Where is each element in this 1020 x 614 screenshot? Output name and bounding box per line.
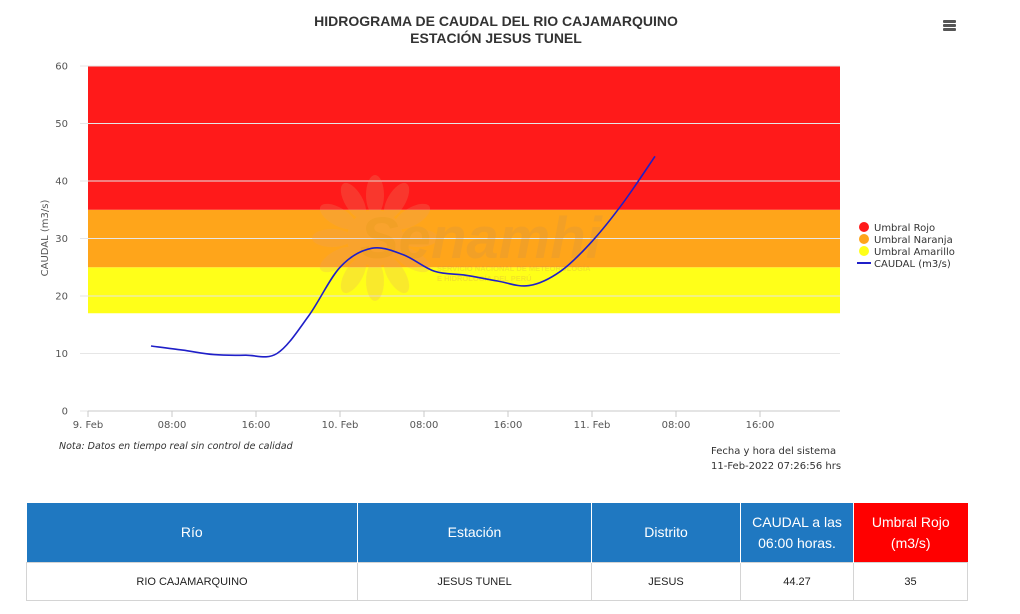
station-data-table: Río Estación Distrito CAUDAL a las 06:00… bbox=[26, 503, 968, 601]
x-tick-label: 08:00 bbox=[410, 420, 439, 431]
cell-rio: RIO CAJAMARQUINO bbox=[26, 562, 358, 601]
table-header-row: Río Estación Distrito CAUDAL a las 06:00… bbox=[26, 503, 968, 563]
cell-caudal: 44.27 bbox=[740, 562, 854, 601]
sun-ray bbox=[312, 229, 352, 247]
chart-subtitle: ESTACIÓN JESUS TUNEL bbox=[410, 29, 582, 46]
x-tick-label: 16:00 bbox=[746, 420, 775, 431]
sun-ray bbox=[319, 246, 356, 273]
sun-ray bbox=[340, 257, 367, 294]
system-datetime-block: Fecha y hora del sistema 11-Feb-2022 07:… bbox=[711, 444, 841, 474]
watermark-subtext-1: SERVICIO NACIONAL DE METEOROLOGÍA bbox=[437, 264, 591, 273]
cell-umbral-rojo: 35 bbox=[853, 562, 968, 601]
sun-ray bbox=[383, 257, 410, 294]
table-row: RIO CAJAMARQUINO JESUS TUNEL JESUS 44.27… bbox=[26, 562, 968, 601]
y-axis-title: CAUDAL (m3/s) bbox=[40, 200, 51, 277]
x-tick-label: 08:00 bbox=[158, 420, 187, 431]
sun-ray bbox=[383, 182, 410, 219]
header-rio: Río bbox=[26, 503, 358, 563]
system-datetime-value: 11-Feb-2022 07:26:56 hrs bbox=[711, 461, 842, 472]
legend-label-1: Umbral Naranja bbox=[874, 235, 953, 246]
y-tick-label: 10 bbox=[55, 349, 68, 360]
system-datetime-label: Fecha y hora del sistema bbox=[711, 446, 837, 457]
x-tick-label: 16:00 bbox=[494, 420, 523, 431]
y-tick-label: 40 bbox=[55, 177, 68, 188]
x-tick-label: 16:00 bbox=[242, 420, 271, 431]
x-tick-label: 08:00 bbox=[662, 420, 691, 431]
legend-label-3: CAUDAL (m3/s) bbox=[874, 259, 951, 270]
sun-ray bbox=[340, 182, 367, 219]
caudal-series-line bbox=[150, 155, 656, 358]
y-tick-label: 0 bbox=[62, 407, 68, 418]
hydrograph-chart: HIDROGRAMA DE CAUDAL DEL RIO CAJAMARQUIN… bbox=[40, 13, 962, 474]
x-tick-label: 9. Feb bbox=[73, 420, 103, 431]
watermark-text: Senamhi bbox=[360, 206, 604, 271]
y-tick-label: 20 bbox=[55, 292, 68, 303]
header-distrito: Distrito bbox=[591, 503, 741, 563]
legend-label-2: Umbral Amarillo bbox=[874, 247, 955, 258]
y-tick-label: 60 bbox=[55, 62, 68, 73]
legend-label-0: Umbral Rojo bbox=[874, 223, 935, 234]
sun-ray bbox=[319, 203, 356, 230]
legend-symbol-2 bbox=[859, 246, 869, 256]
quality-note: Nota: Datos en tiempo real sin control d… bbox=[59, 441, 293, 452]
x-tick-label: 10. Feb bbox=[322, 420, 359, 431]
sun-ray bbox=[394, 203, 431, 230]
cell-estacion: JESUS TUNEL bbox=[357, 562, 592, 601]
chart-svg: HIDROGRAMA DE CAUDAL DEL RIO CAJAMARQUIN… bbox=[40, 13, 955, 431]
chart-title: HIDROGRAMA DE CAUDAL DEL RIO CAJAMARQUIN… bbox=[314, 13, 678, 29]
sun-ray bbox=[398, 229, 438, 247]
y-tick-label: 50 bbox=[55, 119, 68, 130]
legend-symbol-1 bbox=[859, 234, 869, 244]
cell-distrito: JESUS bbox=[591, 562, 741, 601]
hamburger-menu-icon[interactable] bbox=[936, 14, 962, 36]
sun-ray bbox=[366, 175, 384, 215]
legend-symbol-0 bbox=[859, 222, 869, 232]
header-umbral-rojo: Umbral Rojo (m3/s) bbox=[853, 503, 968, 563]
sun-ray bbox=[366, 261, 384, 301]
header-estacion: Estación bbox=[357, 503, 592, 563]
x-tick-label: 11. Feb bbox=[574, 420, 611, 431]
band-umbral-rojo bbox=[88, 66, 840, 210]
header-caudal: CAUDAL a las 06:00 horas. bbox=[740, 503, 854, 563]
y-tick-label: 30 bbox=[55, 234, 68, 245]
